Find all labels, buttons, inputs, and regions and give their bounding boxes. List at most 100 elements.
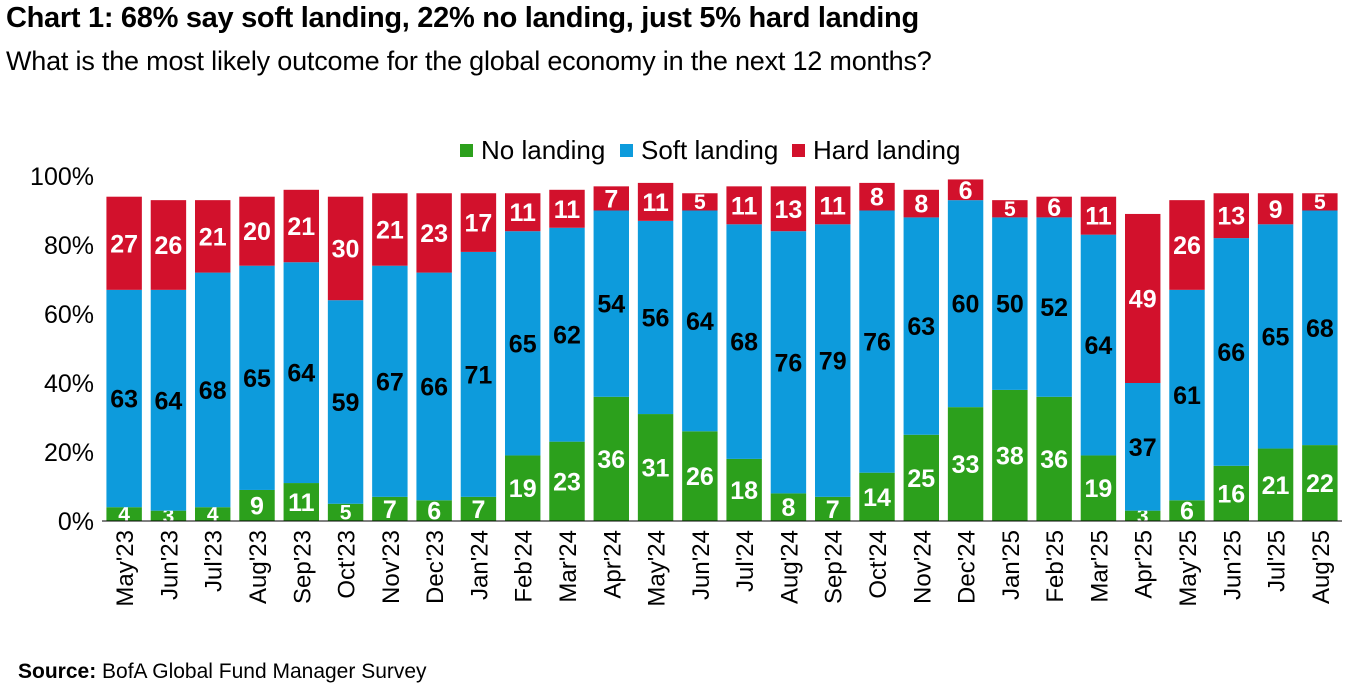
- bar-segment-hard-landing: [992, 200, 1028, 218]
- data-label: 5: [340, 501, 352, 524]
- data-label: 68: [730, 329, 758, 357]
- bar-segment-no-landing: [637, 414, 674, 521]
- data-label: 17: [465, 210, 493, 238]
- data-label: 65: [1262, 323, 1290, 351]
- data-label: 62: [553, 322, 581, 350]
- x-tick-label: Feb'25: [1042, 530, 1069, 603]
- bar-segment-no-landing: [1213, 465, 1249, 521]
- bar-group-Jun-25: 16 66 13: [1213, 193, 1249, 521]
- data-label: 8: [781, 494, 795, 522]
- bar-segment-soft-landing: [239, 265, 275, 490]
- bar-segment-no-landing: [1036, 396, 1072, 521]
- data-label: 6: [1180, 498, 1194, 526]
- bar-segment-hard-landing: [327, 196, 364, 301]
- data-label: 26: [155, 232, 183, 260]
- bar-segment-no-landing: [283, 483, 319, 521]
- bar-segment-no-landing: [195, 507, 231, 521]
- bar-group-Jan-25: 38 50 5: [992, 198, 1028, 521]
- data-label: 11: [642, 189, 669, 217]
- x-axis: May'23 Jun'23 Jul'23 Aug'23 Sep'23 Oct'23 Nov'…: [102, 520, 1342, 607]
- data-label: 6: [427, 498, 441, 526]
- bar-group-Apr-24: 36 54 7: [593, 185, 629, 521]
- data-label: 76: [775, 349, 803, 377]
- data-label: 25: [907, 465, 935, 493]
- bar-segment-no-landing: [372, 496, 408, 521]
- bar-segment-soft-landing: [903, 217, 939, 435]
- data-label: 76: [863, 329, 891, 357]
- y-tick-label: 40%: [44, 370, 94, 398]
- bar-segment-soft-landing: [106, 289, 142, 508]
- data-label: 7: [471, 496, 485, 524]
- data-label: 7: [826, 496, 840, 524]
- y-tick-label: 60%: [44, 301, 94, 329]
- data-label: 20: [243, 218, 271, 246]
- bar-segment-hard-landing: [460, 193, 497, 252]
- x-tick-label: Sep'24: [821, 530, 848, 604]
- data-label: 37: [1129, 434, 1157, 462]
- data-label: 33: [952, 451, 980, 479]
- data-label: 11: [731, 192, 758, 220]
- data-label: 68: [199, 377, 227, 405]
- data-label: 7: [383, 496, 397, 524]
- bar-segment-no-landing: [815, 496, 851, 521]
- bar-segment-soft-landing: [195, 272, 231, 508]
- x-tick-label: Apr'24: [599, 530, 626, 599]
- bar-segment-soft-landing: [1257, 224, 1294, 449]
- bar-segment-hard-landing: [283, 189, 319, 263]
- x-tick-label: Mar'25: [1086, 530, 1113, 603]
- data-label: 3: [163, 505, 175, 528]
- data-label: 5: [1314, 191, 1326, 214]
- bar-segment-no-landing: [593, 396, 629, 521]
- bar-segment-no-landing: [770, 493, 807, 521]
- bar-group-Feb-25: 36 52 6: [1036, 194, 1072, 521]
- x-tick-label: Feb'24: [511, 530, 538, 603]
- bar-segment-soft-landing: [1080, 234, 1117, 456]
- bar-segment-hard-landing: [815, 186, 851, 225]
- data-label: 64: [287, 360, 315, 388]
- y-tick-label: 100%: [30, 163, 94, 191]
- bar-segment-soft-landing: [992, 217, 1028, 390]
- bar-group-Aug-24: 8 76 13: [770, 186, 807, 522]
- data-label: 11: [819, 192, 846, 220]
- bar-group-Jun-23: 3 64 26: [150, 200, 187, 528]
- bar-group-Jan-24: 7 71 17: [460, 193, 497, 524]
- bar-segment-hard-landing: [637, 182, 674, 221]
- bar-group-Jul-24: 18 68 11: [726, 186, 762, 521]
- legend-label: Soft landing: [641, 135, 778, 165]
- data-label: 5: [694, 191, 706, 214]
- data-label: 63: [907, 313, 935, 341]
- x-tick-label: May'25: [1175, 530, 1202, 607]
- bar-segment-hard-landing: [416, 193, 452, 273]
- x-tick-label: Oct'23: [334, 530, 361, 599]
- data-label: 63: [110, 386, 138, 414]
- bar-segment-soft-landing: [637, 220, 674, 415]
- x-tick-label: Aug'25: [1308, 530, 1335, 604]
- legend-swatch: [620, 144, 633, 157]
- bar-segment-no-landing: [239, 489, 275, 521]
- bar-segment-no-landing: [416, 500, 452, 521]
- data-label: 11: [288, 489, 315, 517]
- bar-segment-hard-landing: [859, 182, 895, 211]
- bar-segment-hard-landing: [1213, 193, 1249, 239]
- source-text: BofA Global Fund Manager Survey: [102, 660, 427, 683]
- bar-segment-hard-landing: [239, 196, 275, 266]
- x-tick-label: Aug'24: [776, 530, 803, 604]
- data-label: 64: [1085, 332, 1113, 360]
- legend-swatch: [460, 144, 473, 157]
- source-label: Source:: [18, 660, 97, 683]
- data-label: 59: [332, 389, 360, 417]
- bar-segment-hard-landing: [593, 186, 629, 211]
- data-label: 36: [597, 446, 625, 474]
- legend-item-hard-landing: Hard landing: [792, 135, 960, 165]
- bar-group-Oct-23: 5 59 30: [327, 196, 364, 524]
- data-label: 65: [243, 365, 271, 393]
- data-label: 6: [1047, 194, 1061, 222]
- bar-segment-soft-landing: [593, 210, 629, 397]
- x-tick-label: Mar'24: [555, 530, 582, 603]
- bar-segment-no-landing: [1169, 500, 1205, 521]
- bar-segment-no-landing: [1302, 445, 1338, 521]
- data-label: 19: [1085, 475, 1113, 503]
- bar-segment-soft-landing: [416, 272, 452, 501]
- y-tick-label: 0%: [58, 508, 94, 536]
- bar-group-Mar-25: 19 64 11: [1080, 196, 1117, 521]
